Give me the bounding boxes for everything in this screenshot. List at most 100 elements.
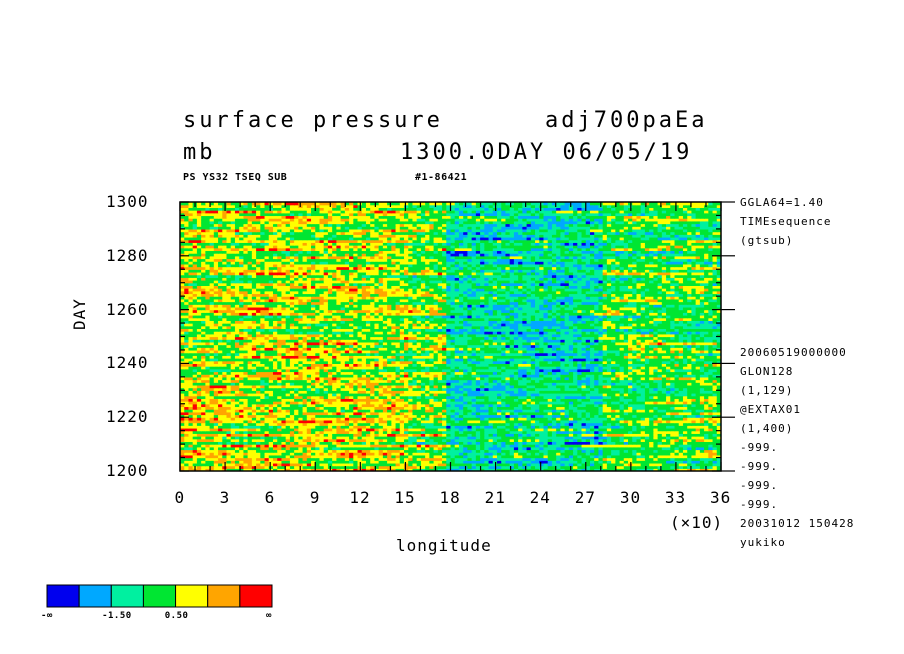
heatmap-cell [543,454,549,459]
heatmap-cell [344,406,350,410]
heatmap-cell [560,403,566,408]
heatmap-cell [589,417,595,421]
heatmap-cell [399,409,405,413]
heatmap-cell [327,414,333,418]
heatmap-cell [475,457,481,461]
heatmap-cell [640,462,646,467]
heatmap-cell [501,419,507,424]
heatmap-cell [526,430,532,434]
heatmap-cell [306,392,312,397]
heatmap-cell [480,401,485,405]
heatmap-cell [509,446,515,451]
heatmap-cell [543,465,549,469]
heatmap-cell [429,395,435,399]
heatmap-cell [615,419,621,424]
heatmap-cell [513,430,519,434]
heatmap-cell [180,392,185,397]
heatmap-cell [518,403,523,408]
heatmap-cell [437,392,443,397]
heatmap-cell [281,449,287,453]
heatmap-cell [594,384,600,389]
heatmap-cell [332,462,337,467]
heatmap-cell [661,460,667,464]
heatmap-cell [230,436,236,440]
heatmap-cell [581,444,587,448]
heatmap-cell [382,398,388,402]
heatmap-cell [209,468,215,471]
heatmap-cell [442,457,447,461]
heatmap-cell [395,414,401,418]
heatmap-cell [425,449,430,453]
heatmap-cell [682,417,688,421]
heatmap-cell [585,436,591,440]
heatmap-cell [184,460,190,464]
heatmap-cell [230,406,236,410]
heatmap-cell [518,446,523,451]
heatmap-cell [408,436,414,440]
heatmap-cell [594,411,600,416]
heatmap-cell [632,422,638,426]
heatmap-cell [678,392,684,397]
heatmap-cell [429,441,435,445]
heatmap-cell [298,379,304,383]
heatmap-cell [484,444,490,448]
heatmap-cell [463,403,469,408]
heatmap-cell [239,441,244,445]
heatmap-cell [234,414,240,418]
heatmap-cell [272,419,278,424]
heatmap-cell [391,403,397,408]
heatmap-cell [623,462,629,467]
heatmap-cell [670,411,676,416]
heatmap-cell [382,454,388,459]
heatmap-cell [615,409,621,413]
heatmap-cell [699,438,705,443]
heatmap-cell [437,422,443,426]
heatmap-cell [420,409,426,413]
heatmap-cell [560,449,566,453]
heatmap-cell [218,449,223,453]
heatmap-cell [361,382,367,386]
heatmap-cell [467,441,473,445]
heatmap-cell [522,441,528,445]
heatmap-cell [695,384,701,389]
heatmap-cell [513,403,519,408]
heatmap-cell [260,444,266,448]
heatmap-cell [704,387,709,391]
heatmap-cell [180,425,185,429]
heatmap-cell [653,387,659,391]
heatmap-cell [467,392,473,397]
heatmap-cell [450,438,456,443]
heatmap-cell [496,457,502,461]
heatmap-cell [535,449,540,453]
heatmap-cell [653,427,659,432]
heatmap-cell [560,468,566,471]
heatmap-cell [374,468,380,471]
heatmap-cell [716,444,721,448]
heatmap-cell [649,401,654,405]
heatmap-cell [374,414,380,418]
heatmap-cell [594,452,600,456]
heatmap-cell [695,409,701,413]
heatmap-cell [560,444,566,448]
heatmap-cell [488,406,494,410]
heatmap-cell [302,419,308,424]
heatmap-cell [378,446,384,451]
heatmap-cell [564,403,570,408]
heatmap-cell [272,392,278,397]
heatmap-cell [585,457,591,461]
heatmap-cell [429,446,435,451]
units-label: mb [183,140,216,165]
heatmap-cell [268,468,274,471]
heatmap-cell [450,457,456,461]
heatmap-cell [420,390,426,394]
heatmap-cell [196,433,202,437]
heatmap-cell [412,436,418,440]
heatmap-cell [670,468,676,471]
heatmap-cell [365,417,371,421]
heatmap-cell [471,468,477,471]
heatmap-cell [640,401,646,405]
heatmap-cell [716,401,721,405]
heatmap-cell [361,411,367,416]
heatmap-cell [251,406,257,410]
heatmap-cell [602,390,608,394]
